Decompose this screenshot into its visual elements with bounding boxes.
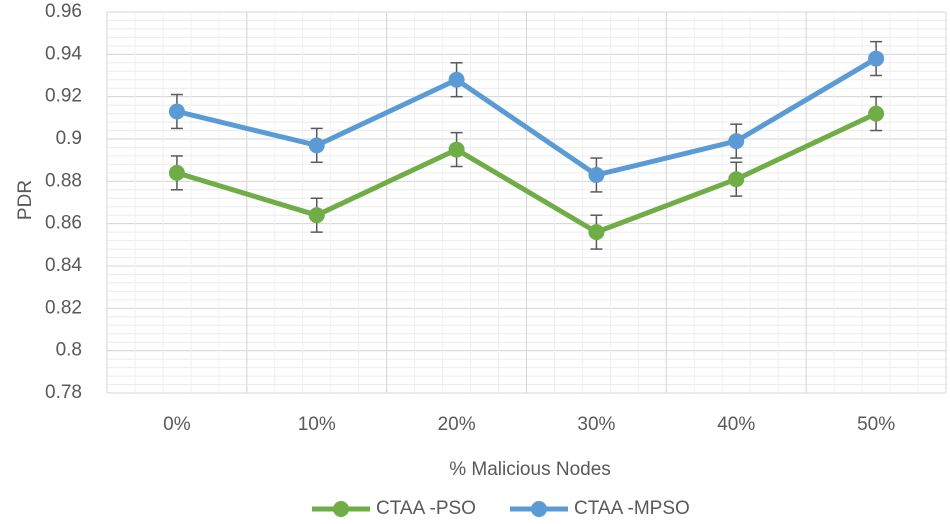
y-tick-label: 0.92 xyxy=(45,86,82,107)
grid-lines xyxy=(106,11,947,394)
data-point xyxy=(868,50,885,67)
data-point xyxy=(448,71,465,88)
series-ctaa-pso xyxy=(168,95,885,250)
data-point xyxy=(168,164,185,181)
data-point xyxy=(448,141,465,158)
y-axis-tick-labels: 0.78 0.8 0.82 0.84 0.86 0.88 0.9 0.92 0.94 0.96 xyxy=(45,1,82,403)
x-tick-label: 20% xyxy=(438,414,476,435)
data-series xyxy=(168,40,885,250)
x-tick-label: 10% xyxy=(298,414,336,435)
y-tick-label: 0.82 xyxy=(45,297,82,318)
y-axis-title: PDR xyxy=(15,180,36,220)
x-tick-label: 50% xyxy=(857,414,895,435)
data-point xyxy=(168,103,185,120)
x-tick-label: 0% xyxy=(163,414,191,435)
data-point xyxy=(728,133,745,150)
y-tick-label: 0.96 xyxy=(45,1,82,22)
data-point xyxy=(308,207,325,224)
legend-label: CTAA -PSO xyxy=(376,498,476,519)
legend-label: CTAA -MPSO xyxy=(574,498,690,519)
series-line xyxy=(174,56,879,178)
x-axis-tick-labels: 0% 10% 20% 30% 40% 50% xyxy=(163,414,895,435)
x-tick-label: 30% xyxy=(577,414,615,435)
legend-item-ctaa-mpso: CTAA -MPSO xyxy=(510,498,690,519)
y-tick-label: 0.9 xyxy=(56,128,82,149)
data-point xyxy=(728,171,745,188)
y-tick-label: 0.88 xyxy=(45,170,82,191)
x-axis-title: % Malicious Nodes xyxy=(449,459,611,480)
y-tick-label: 0.94 xyxy=(45,43,82,64)
series-ctaa-mpso xyxy=(168,40,885,193)
data-point xyxy=(588,166,605,183)
data-point xyxy=(868,105,885,122)
y-tick-label: 0.78 xyxy=(45,382,82,403)
y-tick-label: 0.86 xyxy=(45,213,82,234)
legend-marker xyxy=(531,501,547,517)
x-tick-label: 40% xyxy=(717,414,755,435)
series-line xyxy=(174,111,879,235)
data-point xyxy=(588,224,605,241)
data-point xyxy=(308,137,325,154)
y-tick-label: 0.8 xyxy=(56,340,82,361)
legend-item-ctaa-pso: CTAA -PSO xyxy=(312,498,476,519)
legend: CTAA -PSO CTAA -MPSO xyxy=(312,498,690,519)
y-tick-label: 0.84 xyxy=(45,255,82,276)
legend-marker xyxy=(333,501,349,517)
